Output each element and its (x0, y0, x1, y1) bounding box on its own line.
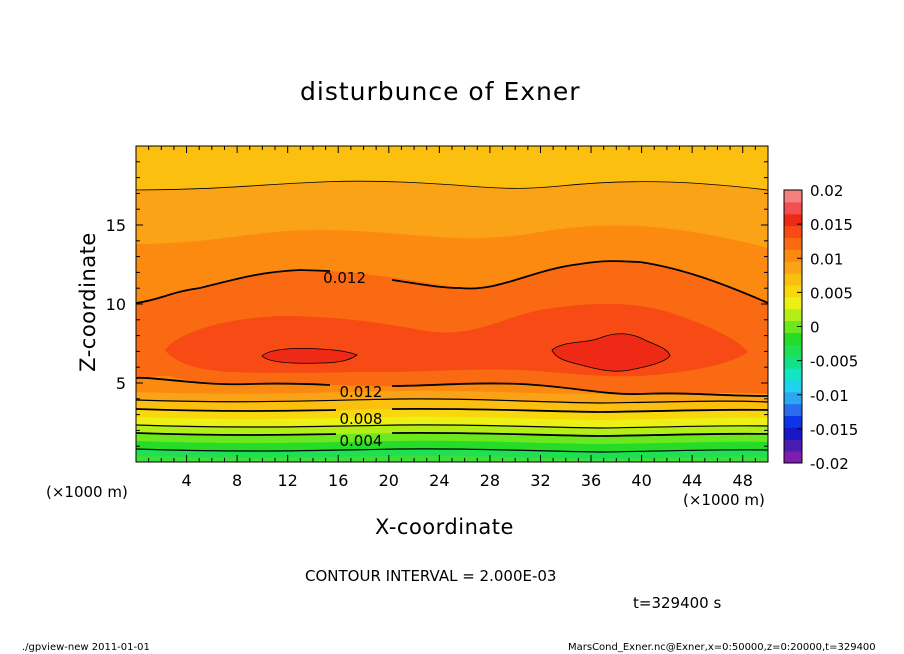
colorbar-swatch (784, 213, 802, 227)
y-tick-label: 5 (116, 374, 126, 393)
y-tick-label: 10 (106, 295, 126, 314)
x-tick-label: 40 (631, 471, 651, 490)
colorbar-swatch (784, 296, 802, 310)
colorbar-swatch (784, 403, 802, 417)
colorbar-tick-label: -0.005 (810, 353, 858, 371)
colorbar-tick-label: 0 (810, 319, 820, 337)
band-0-014-right (551, 333, 671, 372)
x-tick-label: 28 (480, 471, 500, 490)
colorbar-swatch (784, 237, 802, 250)
colorbar-swatch (784, 261, 802, 274)
x-tick-label: 32 (530, 471, 550, 490)
colorbar-swatch (784, 356, 802, 369)
colorbar-swatch (784, 332, 802, 345)
x-axis: 4 8 12 16 20 24 28 32 36 40 44 48 (148, 146, 756, 490)
contour-line (136, 448, 768, 453)
contour-line (136, 180, 768, 191)
contour-line-0-008 (136, 407, 768, 413)
footer-left: ./gpview-new 2011-01-01 (22, 642, 150, 653)
colorbar-tick-label: 0.015 (810, 216, 853, 234)
colorbar-tick-label: 0.01 (810, 250, 843, 268)
contour-line (136, 424, 768, 429)
colorbar-tick-label: 0.005 (810, 284, 853, 302)
x-tick-label: 48 (733, 471, 753, 490)
y-tick-label: 15 (106, 216, 126, 235)
contour-lines (136, 180, 768, 453)
contour-line-0-012-upper (136, 260, 768, 304)
x-tick-label: 12 (278, 471, 298, 490)
filled-contours (136, 146, 768, 462)
contour-label: 0.012 (323, 269, 366, 287)
colorbar-swatch (784, 344, 802, 357)
colorbar-swatch (784, 415, 802, 428)
x-tick-label: 4 (181, 471, 191, 490)
band-0-014-left (261, 348, 358, 364)
x-axis-label: X-coordinate (375, 515, 514, 539)
y-unit-label: (×1000 m) (46, 483, 128, 501)
contour-label: 0.004 (340, 432, 383, 450)
colorbar-tick-label: -0.02 (810, 455, 849, 473)
x-tick-label: 44 (682, 471, 702, 490)
contour-labels: 0.012 0.012 0.008 0.004 (323, 269, 382, 450)
time-text: t=329400 s (633, 594, 722, 612)
colorbar-swatch (784, 201, 802, 215)
colorbar-swatch (784, 379, 802, 393)
contour-line (136, 398, 768, 404)
contour-line-0-012-lower (136, 376, 768, 397)
contour-label: 0.012 (340, 383, 383, 401)
colorbar-tick-label: -0.015 (810, 421, 858, 439)
contour-line-0-004 (136, 431, 768, 437)
colorbar-tick-label: 0.02 (810, 182, 843, 200)
colorbar-swatch (784, 308, 802, 322)
colorbar-swatch (784, 190, 802, 203)
colorbar-swatch (784, 284, 802, 298)
y-axis: 5 10 15 (106, 161, 768, 447)
y-axis-label: Z-coordinate (76, 232, 100, 372)
contour-interval-text: CONTOUR INTERVAL = 2.000E-03 (305, 567, 557, 585)
colorbar: 0.02 0.015 0.01 0.005 0 -0.005 -0.01 -0.015 -0.0… (783, 182, 858, 473)
footer-right: MarsCond_Exner.nc@Exner,x=0:50000,z=0:20… (568, 642, 876, 653)
x-tick-label: 36 (581, 471, 601, 490)
colorbar-swatch (784, 427, 802, 440)
colorbar-swatch (784, 391, 802, 405)
contour-label: 0.008 (340, 410, 383, 428)
colorbar-swatch (784, 451, 802, 464)
x-tick-label: 16 (328, 471, 348, 490)
colorbar-swatch (784, 225, 802, 238)
colorbar-swatch (784, 439, 802, 452)
colorbar-swatch (784, 273, 802, 286)
colorbar-tick-label: -0.01 (810, 387, 849, 405)
x-tick-label: 8 (232, 471, 242, 490)
chart-title: disturbunce of Exner (300, 77, 581, 106)
x-unit-label: (×1000 m) (683, 491, 765, 509)
colorbar-swatch (784, 368, 802, 381)
colorbar-swatch (784, 320, 802, 333)
colorbar-swatch (784, 249, 802, 262)
x-tick-label: 20 (379, 471, 399, 490)
x-tick-label: 24 (429, 471, 449, 490)
